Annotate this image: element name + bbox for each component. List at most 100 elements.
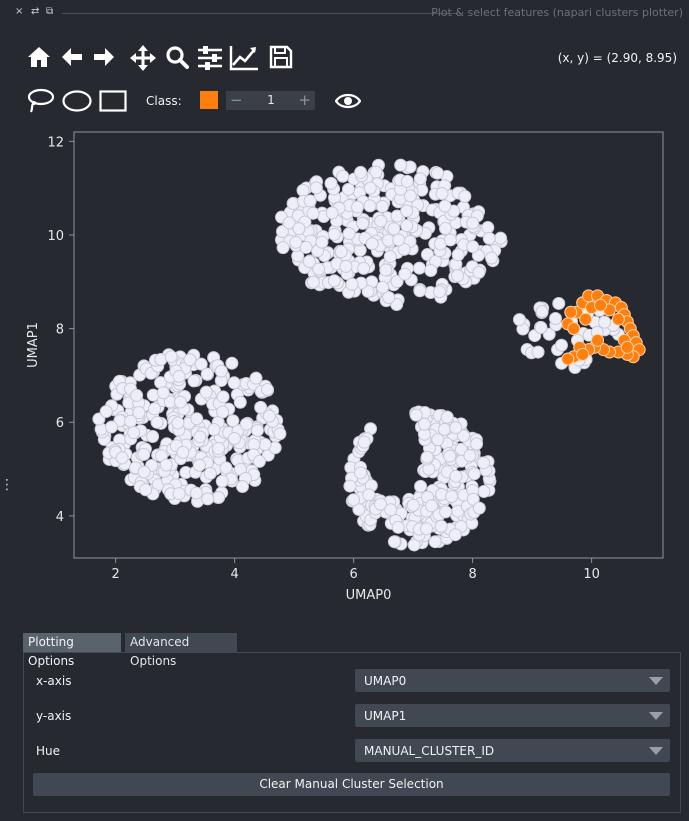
data-point <box>449 421 463 435</box>
pin-icon[interactable]: ⇄ <box>31 6 40 17</box>
clear-selection-button[interactable]: Clear Manual Cluster Selection <box>33 773 670 796</box>
data-point <box>249 371 263 385</box>
data-point <box>356 216 370 230</box>
data-point <box>146 429 160 443</box>
data-point <box>324 176 338 190</box>
data-point <box>361 284 375 298</box>
data-point <box>150 415 164 429</box>
data-point <box>219 461 233 475</box>
data-point <box>457 429 471 443</box>
data-point <box>357 435 371 449</box>
data-point <box>440 410 454 424</box>
tab-advanced-options[interactable]: Advanced Options <box>125 633 237 668</box>
data-point <box>400 204 414 218</box>
decrement-icon[interactable]: − <box>230 91 243 109</box>
data-point <box>282 216 296 230</box>
data-point <box>431 433 445 447</box>
data-point <box>137 447 151 461</box>
data-point <box>424 263 438 277</box>
titlebar-divider <box>62 13 460 14</box>
eye-icon[interactable] <box>334 91 362 115</box>
data-point <box>438 221 452 235</box>
class-color-swatch[interactable] <box>200 91 218 109</box>
data-point <box>438 199 452 213</box>
configure-subplots-icon[interactable] <box>197 46 223 74</box>
y-axis-value: UMAP1 <box>364 709 407 723</box>
x-axis-title: UMAP0 <box>346 588 392 603</box>
hue-value: MANUAL_CLUSTER_ID <box>364 744 495 758</box>
data-point <box>341 182 355 196</box>
data-point <box>115 451 129 465</box>
y-tick-label: 8 <box>56 323 64 338</box>
class-value[interactable]: 1 <box>267 93 275 107</box>
ellipse-select-icon[interactable] <box>62 90 92 116</box>
data-point <box>382 291 396 305</box>
data-point <box>312 262 326 276</box>
data-point <box>409 408 423 422</box>
edit-axis-icon[interactable] <box>229 45 259 75</box>
data-point <box>252 454 266 468</box>
data-point <box>376 280 390 294</box>
data-point <box>531 345 545 359</box>
data-point <box>172 369 186 383</box>
data-point <box>391 520 405 534</box>
lasso-icon[interactable] <box>27 88 55 118</box>
data-point <box>339 259 353 273</box>
data-point <box>104 420 118 434</box>
y-axis-select[interactable]: UMAP1 <box>355 704 670 727</box>
data-point <box>216 405 230 419</box>
data-point <box>239 417 253 431</box>
data-point <box>384 503 398 517</box>
x-axis-select[interactable]: UMAP0 <box>355 669 670 692</box>
chevron-down-icon <box>649 677 663 685</box>
data-point <box>467 467 481 481</box>
y-axis-label: y-axis <box>36 709 72 723</box>
data-point <box>443 233 457 247</box>
data-point <box>433 285 447 299</box>
data-point <box>400 219 414 233</box>
selected-point <box>594 298 608 312</box>
data-point <box>127 426 141 440</box>
data-point <box>327 227 341 241</box>
scatter-plot[interactable]: 2 4 6 8 10 4 6 8 10 12 UMAP0 UMAP1 <box>0 125 689 615</box>
selected-point <box>567 322 581 336</box>
data-point <box>451 248 465 262</box>
data-point <box>343 479 357 493</box>
home-icon[interactable] <box>27 45 51 73</box>
data-point <box>207 423 221 437</box>
data-point <box>187 374 201 388</box>
data-point <box>227 376 241 390</box>
dock-resize-handle[interactable]: ⋮ <box>0 477 14 493</box>
data-point <box>192 458 206 472</box>
data-point <box>374 497 388 511</box>
save-icon[interactable] <box>269 45 293 73</box>
data-point <box>347 493 361 507</box>
data-point <box>260 383 274 397</box>
data-point <box>470 437 484 451</box>
hue-select[interactable]: MANUAL_CLUSTER_ID <box>355 739 670 762</box>
selected-point <box>561 352 575 366</box>
forward-arrow-icon[interactable] <box>92 45 116 73</box>
pan-icon[interactable] <box>130 45 156 75</box>
selected-point <box>591 333 605 347</box>
x-axis-label: x-axis <box>36 674 72 688</box>
data-point <box>448 528 462 542</box>
data-point <box>203 466 217 480</box>
data-point <box>336 169 350 183</box>
scatter-points <box>92 158 646 552</box>
close-icon[interactable]: × <box>15 6 24 17</box>
data-point <box>325 206 339 220</box>
float-icon[interactable]: ⧉ <box>46 6 54 17</box>
data-point <box>156 386 170 400</box>
rectangle-select-icon[interactable] <box>99 90 127 116</box>
zoom-icon[interactable] <box>165 45 190 74</box>
data-point <box>226 414 240 428</box>
data-point <box>485 251 499 265</box>
y-axis-title: UMAP1 <box>26 322 41 368</box>
increment-icon[interactable]: + <box>298 91 311 109</box>
data-point <box>262 409 276 423</box>
data-point <box>183 353 197 367</box>
class-spinbox[interactable]: − 1 + <box>226 91 315 110</box>
back-arrow-icon[interactable] <box>60 45 84 73</box>
tab-plotting-options[interactable]: Plotting Options <box>23 633 121 668</box>
